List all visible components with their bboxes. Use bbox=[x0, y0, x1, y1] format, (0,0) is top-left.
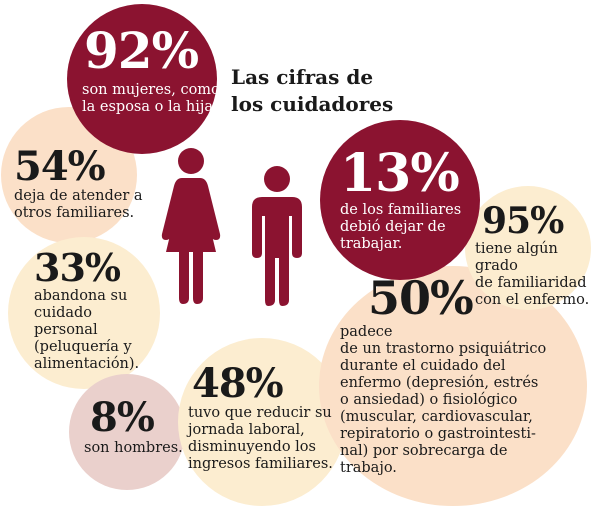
stat-men: 8% son hombres. bbox=[84, 398, 183, 457]
stat-reduced-line-1: tuvo que reducir su bbox=[188, 405, 332, 421]
stat-relatives-line-3: con el enfermo. bbox=[475, 292, 590, 308]
stat-reduced-value: 48% bbox=[192, 360, 284, 407]
stat-disorder-line-2: de un trastorno psiquiátrico bbox=[340, 341, 547, 357]
man-icon bbox=[252, 166, 302, 306]
stat-women-line-1: son mujeres, como bbox=[82, 82, 220, 98]
stat-relatives-line-1: tiene algún grado bbox=[475, 241, 558, 274]
stat-disorder-value: 50% bbox=[368, 271, 474, 325]
stat-disorder-line-9: trabajo. bbox=[340, 460, 397, 476]
stat-relatives-line-2: de familiaridad bbox=[475, 275, 587, 291]
stat-disorder-line-5: o ansiedad) o fisiológico bbox=[340, 392, 518, 408]
stat-others-line-2: otros familiares. bbox=[14, 205, 135, 221]
stat-disorder-line-8: nal) por sobrecarga de bbox=[340, 443, 508, 459]
circle-92 bbox=[67, 4, 217, 154]
circle-48 bbox=[178, 338, 346, 506]
stat-women: 92% son mujeres, como la esposa o la hij… bbox=[82, 26, 220, 116]
stat-selfcare-line-5: alimentación). bbox=[34, 356, 140, 372]
title-line-1: Las cifras de bbox=[231, 65, 374, 89]
stat-selfcare-value: 33% bbox=[34, 245, 121, 290]
stat-disorder-line-6: (muscular, cardiovascular, bbox=[340, 409, 533, 425]
stat-relatives: 95% tiene algún grado de familiaridad co… bbox=[475, 203, 600, 309]
stat-relatives-value: 95% bbox=[482, 200, 564, 242]
stat-selfcare-line-3: personal bbox=[34, 322, 98, 338]
figures bbox=[161, 148, 302, 306]
stat-selfcare: 33% abandona su cuidado personal (peluqu… bbox=[34, 249, 139, 373]
stat-women-line-2: la esposa o la hija. bbox=[82, 99, 218, 115]
stat-reduced-line-2: jornada laboral, bbox=[188, 422, 305, 438]
stat-selfcare-line-4: (peluquería y bbox=[34, 339, 132, 355]
stat-women-value: 92% bbox=[84, 21, 199, 80]
stat-reduced: 48% tuvo que reducir su jornada laboral,… bbox=[188, 364, 333, 473]
circle-33 bbox=[8, 237, 160, 389]
woman-icon bbox=[161, 148, 221, 304]
circle-8 bbox=[69, 374, 185, 490]
stat-selfcare-line-2: cuidado bbox=[34, 305, 93, 321]
stat-quit: 13% de los familiares debió dejar de tra… bbox=[340, 148, 461, 253]
stat-selfcare-line-1: abandona su bbox=[34, 288, 128, 304]
stat-quit-line-2: debió dejar de bbox=[340, 219, 446, 235]
stat-disorder-line-1: padece bbox=[340, 324, 393, 340]
circle-13 bbox=[320, 120, 480, 280]
stat-reduced-line-4: ingresos familiares. bbox=[188, 456, 333, 472]
stat-men-value: 8% bbox=[90, 394, 155, 441]
page-title: Las cifras de los cuidadores bbox=[231, 64, 393, 118]
stat-others-value: 54% bbox=[14, 143, 106, 190]
stat-quit-line-1: de los familiares bbox=[340, 202, 462, 218]
stat-reduced-line-3: disminuyendo los bbox=[188, 439, 316, 455]
stat-quit-value: 13% bbox=[340, 143, 460, 204]
stat-disorder: 50% padece de un trastorno psiquiátrico … bbox=[340, 275, 546, 477]
stat-others-line-1: deja de atender a bbox=[14, 188, 143, 204]
stat-men-line-1: son hombres. bbox=[84, 440, 183, 456]
stat-quit-line-3: trabajar. bbox=[340, 236, 403, 252]
circle-95 bbox=[465, 186, 591, 310]
title-line-2: los cuidadores bbox=[231, 92, 394, 116]
stat-disorder-line-3: durante el cuidado del bbox=[340, 358, 506, 374]
stat-disorder-line-7: repiratorio o gastrointesti- bbox=[340, 426, 536, 442]
stat-disorder-line-4: enfermo (depresión, estrés bbox=[340, 375, 539, 391]
stat-others: 54% deja de atender a otros familiares. bbox=[14, 147, 143, 222]
